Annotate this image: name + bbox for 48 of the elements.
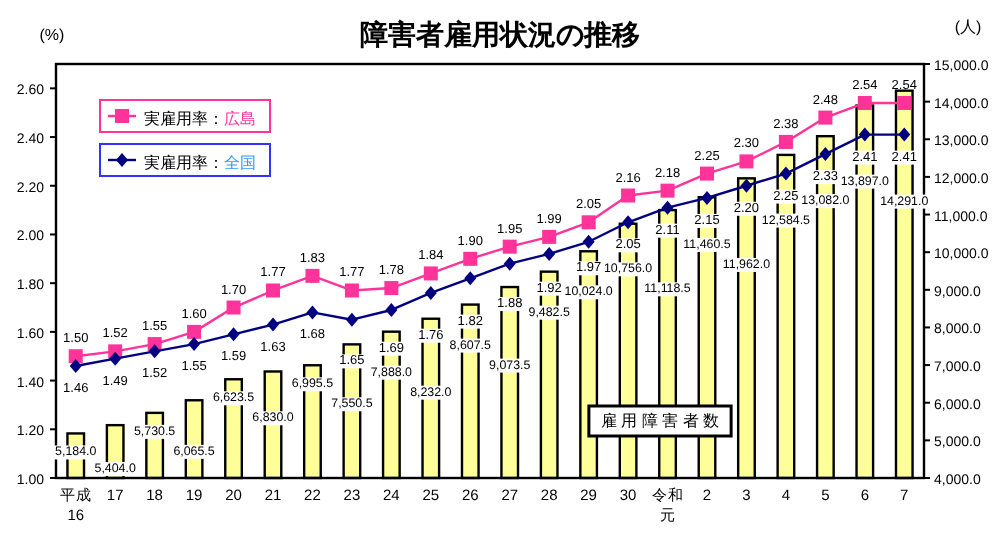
point bbox=[384, 281, 399, 296]
point bbox=[622, 215, 635, 230]
point bbox=[464, 271, 477, 286]
point bbox=[897, 95, 912, 110]
point bbox=[857, 95, 872, 110]
point bbox=[740, 178, 753, 193]
point bbox=[68, 349, 83, 364]
point bbox=[148, 344, 161, 359]
point bbox=[818, 110, 833, 125]
point bbox=[898, 127, 911, 142]
legend-label: 実雇用率：広島 bbox=[144, 110, 256, 128]
point bbox=[385, 302, 398, 317]
point bbox=[424, 285, 437, 300]
point bbox=[463, 251, 478, 266]
point bbox=[778, 134, 793, 149]
point bbox=[858, 127, 871, 142]
point bbox=[109, 351, 122, 366]
point bbox=[227, 327, 240, 342]
legend-label: 実雇用率：全国 bbox=[144, 154, 256, 172]
point bbox=[226, 300, 241, 315]
y2-axis-title: (人) bbox=[954, 18, 982, 36]
point bbox=[700, 166, 714, 181]
point bbox=[423, 266, 438, 281]
point bbox=[701, 190, 713, 205]
point bbox=[542, 229, 557, 244]
point bbox=[581, 215, 596, 230]
point bbox=[582, 234, 595, 249]
series-label: 雇 用 障 害 者 数 bbox=[600, 412, 720, 430]
point bbox=[661, 200, 674, 215]
point bbox=[267, 317, 279, 332]
point bbox=[69, 358, 82, 373]
point bbox=[187, 324, 202, 339]
point bbox=[621, 188, 636, 203]
point bbox=[502, 239, 517, 254]
point bbox=[739, 154, 754, 169]
point bbox=[188, 337, 201, 352]
chart-title: 障害者雇用状況の推移 bbox=[360, 18, 640, 52]
point bbox=[305, 268, 320, 283]
point bbox=[543, 246, 556, 261]
point bbox=[345, 312, 358, 327]
point bbox=[819, 147, 832, 162]
point bbox=[266, 283, 280, 298]
point bbox=[503, 256, 516, 271]
point bbox=[344, 283, 359, 298]
point bbox=[306, 305, 319, 320]
y-axis-title: (%) bbox=[39, 26, 66, 44]
point bbox=[660, 183, 675, 198]
point bbox=[779, 166, 792, 181]
